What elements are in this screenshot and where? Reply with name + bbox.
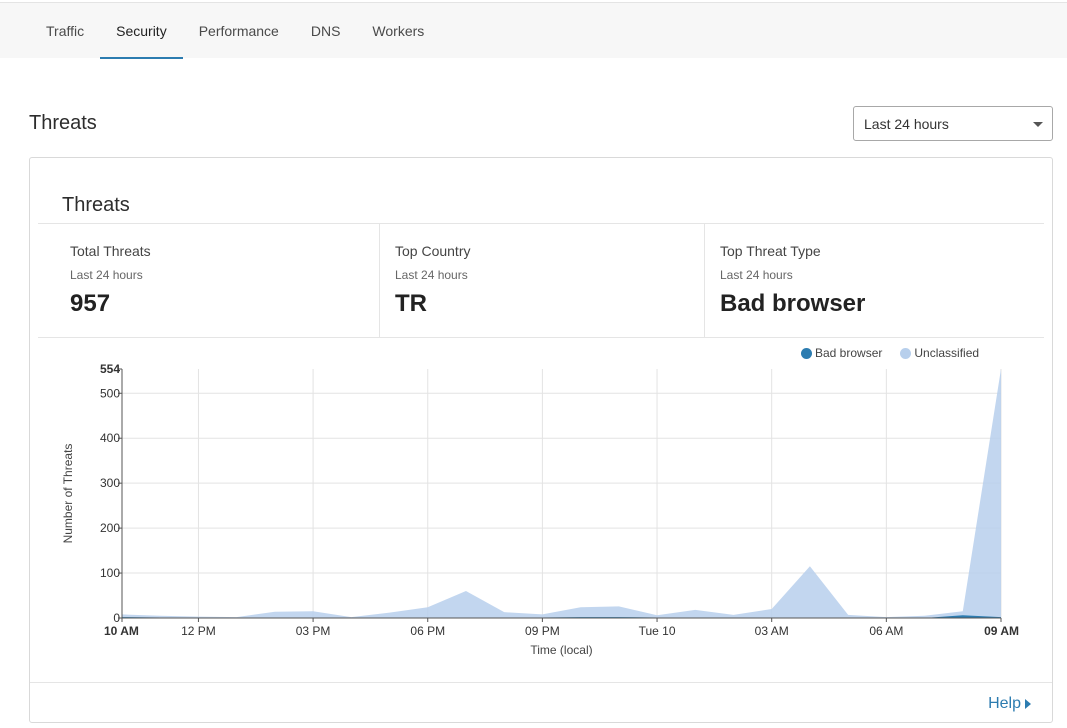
y-tick-label: 200 [100,521,120,535]
y-tick-label: 400 [100,431,120,445]
tab-dns[interactable]: DNS [310,23,341,39]
legend-swatch [801,347,812,359]
x-tick-label: 06 AM [869,624,903,638]
legend-label: Bad browser [815,346,883,360]
stat-period: Last 24 hours [720,268,793,282]
stat-total-threats: Total Threats Last 24 hours 957 [38,224,379,337]
threats-card: Threats Total Threats Last 24 hours 957 … [29,157,1053,723]
divider [38,337,1044,338]
caret-right-icon [1025,699,1031,709]
stat-top-threat-type: Top Threat Type Last 24 hours Bad browse… [688,224,1028,337]
stat-label: Total Threats [70,243,151,259]
legend-swatch [900,347,912,359]
caret-down-icon [1033,122,1043,127]
x-tick-label: 03 AM [755,624,789,638]
threats-chart: 0 100 200 300 400 500 554 10 AM 12 PM 03 PM 06 PM 0… [61,362,1019,657]
divider [38,223,1044,224]
tab-traffic[interactable]: Traffic [46,23,85,39]
divider [704,224,705,337]
x-tick-label: 03 PM [296,624,331,638]
stat-value: 957 [70,290,111,317]
card-title: Threats [62,194,130,216]
tab-workers[interactable]: Workers [372,23,425,39]
y-tick-label: 300 [100,476,120,490]
tab-performance[interactable]: Performance [198,23,279,39]
stat-period: Last 24 hours [70,268,143,282]
x-tick-label: Tue 10 [639,624,676,638]
legend-item-unclassified[interactable]: Unclassified [900,346,979,360]
x-tick-label: 06 PM [410,624,445,638]
legend-label: Unclassified [914,346,980,360]
y-axis-label: Number of Threats [61,444,75,544]
tab-list: Traffic Security Performance DNS Workers [30,3,440,59]
time-range-value: Last 24 hours [864,115,949,132]
chart-legend: Bad browser Unclassified [801,346,979,360]
help-label: Help [988,695,1021,712]
tab-bar: Traffic Security Performance DNS Workers [0,2,1067,59]
page-title: Threats [29,112,97,134]
divider [379,224,380,337]
tab-security[interactable]: Security [100,3,183,59]
stat-value: TR [395,290,427,317]
y-tick-label: 500 [100,386,120,400]
x-axis-label: Time (local) [530,643,592,657]
stat-value: Bad browser [720,290,866,317]
y-tick-label: 0 [113,611,120,625]
stat-label: Top Country [395,243,471,259]
stat-period: Last 24 hours [395,268,468,282]
x-tick-label: 10 AM [104,624,139,638]
y-tick-label: 100 [100,566,120,580]
legend-item-bad-browser[interactable]: Bad browser [801,346,882,360]
card-footer: Help [30,682,1052,723]
time-range-select[interactable]: Last 24 hours [853,106,1053,141]
y-tick-label: 554 [100,362,120,376]
x-tick-label: 09 AM [984,624,1019,638]
help-link[interactable]: Help [988,695,1031,713]
stat-label: Top Threat Type [720,243,821,259]
x-tick-label: 12 PM [181,624,216,638]
series-area-unclassified [122,369,1001,618]
stat-top-country: Top Country Last 24 hours TR [363,224,704,337]
x-tick-label: 09 PM [525,624,560,638]
